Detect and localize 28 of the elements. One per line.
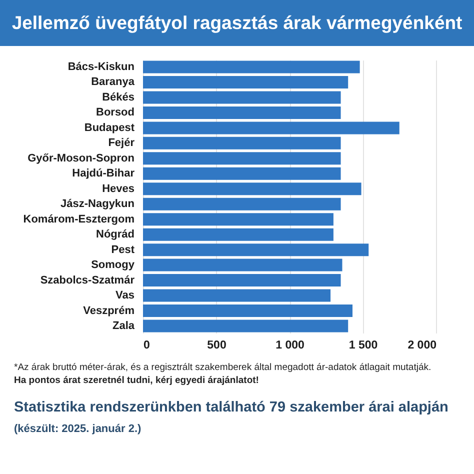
y-tick-label: Békés — [102, 91, 134, 104]
y-tick-label: Somogy — [91, 259, 136, 272]
text: *Az árak bruttó méter-árak, és a regisztrált szakemberek által megadott ár-adatok átlagait mutatják. — [14, 362, 432, 373]
x-tick-label: 0 — [144, 340, 150, 352]
y-tick-label: Borsod — [96, 106, 134, 119]
y-tick-label: Budapest — [84, 122, 135, 134]
y-tick-label: Győr-Moson-Sopron — [28, 152, 135, 164]
y-tick-label: Heves — [102, 182, 134, 195]
y-tick-label: Veszprém — [83, 304, 135, 317]
y-tick-label: Nógrád — [96, 228, 134, 241]
text: Ha pontos árat szeretnél tudni, kérj egyedi árajánlatot! — [14, 374, 259, 386]
y-tick-label: Vas — [116, 290, 134, 302]
y-tick-label: Komárom-Esztergom — [23, 213, 135, 226]
y-tick-label: Zala — [112, 320, 136, 332]
y-tick-label: Fejér — [108, 137, 136, 150]
x-tick-label: 2 000 — [408, 340, 436, 352]
y-tick-label: Baranya — [91, 76, 136, 88]
x-tick-label: 1 000 — [276, 340, 304, 352]
y-tick-label: Szabolcs-Szatmár — [40, 274, 136, 286]
text: (készült: 2025. január 2.) — [14, 423, 142, 436]
y-tick-label: Bács-Kiskun — [68, 61, 135, 74]
x-tick-label: 500 — [207, 340, 226, 352]
chart-title: Jellemző üvegfátyol ragasztás árak vármegyénként — [12, 12, 462, 33]
y-tick-label: Pest — [111, 244, 135, 256]
text: Statisztika rendszerünkben található 79 szakember árai alapján — [14, 400, 448, 416]
x-tick-label: 1 500 — [348, 340, 378, 352]
y-tick-label: Jász-Nagykun — [60, 198, 135, 210]
y-tick-label: Hajdú-Bihar — [72, 168, 136, 180]
